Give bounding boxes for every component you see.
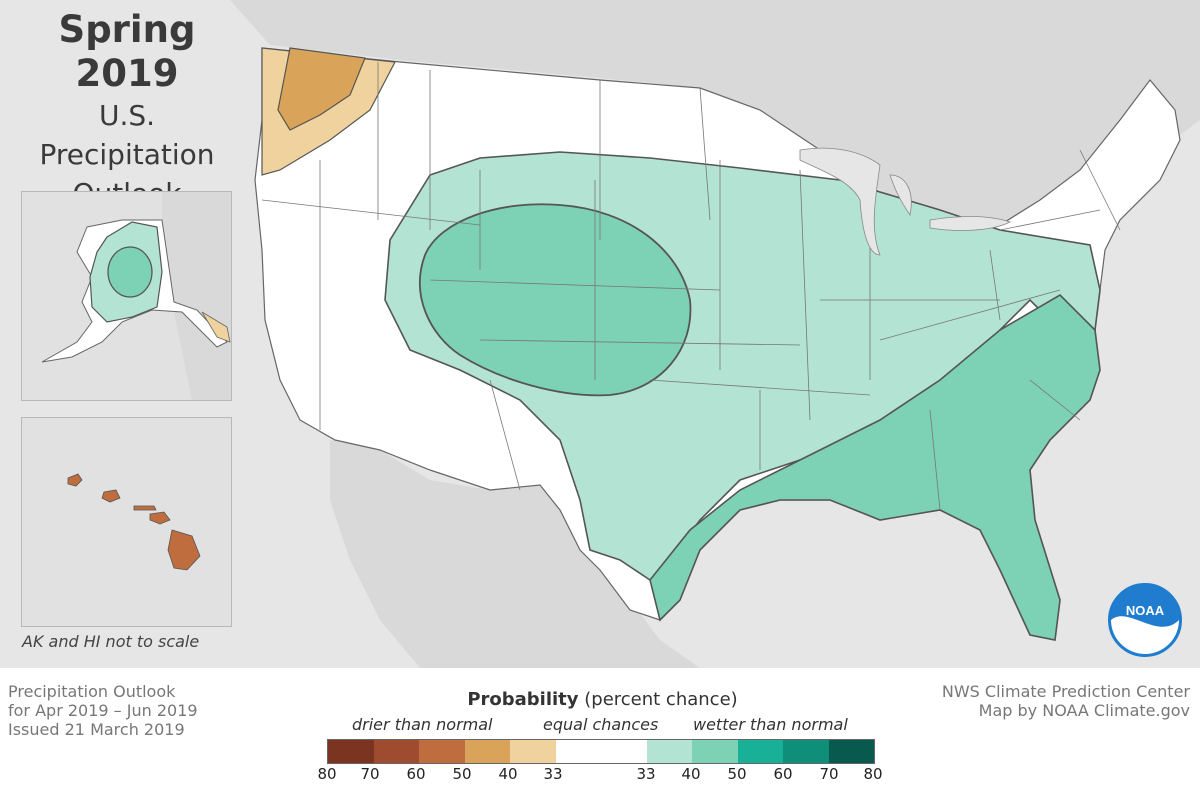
hawaii-island-molokai — [133, 505, 157, 511]
alaska-map — [41, 192, 231, 400]
subtitle-line2: Precipitation — [39, 138, 215, 171]
alaska-wet50 — [107, 246, 153, 298]
great-lakes — [799, 147, 1012, 256]
credit-map: Map by NOAA Climate.gov — [978, 701, 1190, 720]
state-lines — [261, 62, 1121, 511]
outlook-type: Precipitation Outlook — [8, 682, 176, 701]
legend-color-bar — [327, 739, 875, 764]
legend-swatch-dry50 — [464, 740, 510, 763]
hawaii-map — [67, 473, 201, 571]
legend-swatch-wet60 — [737, 740, 783, 763]
legend-tick: 50 — [452, 765, 472, 783]
page-title: Spring 2019 — [58, 8, 196, 95]
legend-tick: 70 — [819, 765, 839, 783]
legend-wetter: wetter than normal — [693, 715, 848, 734]
legend-tick: 70 — [360, 765, 380, 783]
se-wet50 — [649, 293, 1101, 641]
legend-swatch-wet70 — [783, 740, 829, 763]
hawaii-island-maui — [149, 511, 171, 525]
mexico-land — [330, 440, 700, 668]
alaska-inset — [21, 191, 232, 401]
legend-tick: 80 — [863, 765, 883, 783]
legend-title-bold: Probability — [467, 689, 579, 710]
inset-note: AK and HI not to scale — [22, 632, 200, 651]
legend-swatch-dry60 — [419, 740, 465, 763]
hawaii-island-big — [167, 529, 201, 571]
map-area: Spring 2019 U.S. Precipitation Outlook A… — [0, 0, 1200, 668]
hawaii-island-oahu — [101, 489, 121, 503]
subtitle-line1: U.S. — [98, 99, 156, 132]
legend-tick: 33 — [543, 765, 563, 783]
canada-land — [230, 0, 1200, 225]
rockies-wet50 — [419, 203, 692, 397]
issued-date: Issued 21 March 2019 — [8, 720, 185, 739]
legend-tick: 50 — [727, 765, 747, 783]
noaa-logo: NOAA — [1108, 583, 1182, 657]
legend-equal: equal chances — [543, 715, 659, 734]
legend-swatch-wet40 — [646, 740, 692, 763]
legend-tick: 80 — [317, 765, 337, 783]
legend-swatch-wet50 — [692, 740, 738, 763]
conus-map — [230, 0, 1200, 668]
legend-title-rest: (percent chance) — [584, 689, 738, 710]
noaa-logo-text: NOAA — [1126, 603, 1165, 618]
legend-tick: 40 — [681, 765, 701, 783]
legend-swatch-dry80 — [328, 740, 374, 763]
legend-tick: 60 — [773, 765, 793, 783]
legend-swatch-wet80 — [828, 740, 874, 763]
legend-swatch-equal — [555, 740, 647, 763]
hawaii-island-kauai — [67, 473, 83, 487]
outlook-info: Precipitation Outlook for Apr 2019 – Jun… — [8, 682, 198, 739]
legend-tick: 60 — [406, 765, 426, 783]
credit-cpc: NWS Climate Prediction Center — [941, 682, 1190, 701]
hawaii-inset — [21, 417, 232, 627]
legend-swatch-dry70 — [373, 740, 419, 763]
outlook-period: for Apr 2019 – Jun 2019 — [8, 701, 198, 720]
credits: NWS Climate Prediction Center Map by NOA… — [942, 682, 1190, 720]
legend-swatch-dry40 — [510, 740, 556, 763]
alaska-panhandle-dry — [201, 311, 231, 343]
legend-drier: drier than normal — [352, 715, 493, 734]
legend-tick: 33 — [636, 765, 656, 783]
legend-tick: 40 — [498, 765, 518, 783]
legend-title: Probability (percent chance) — [330, 689, 875, 710]
title-block: Spring 2019 U.S. Precipitation Outlook — [8, 8, 246, 213]
nw-dry50 — [277, 47, 366, 131]
